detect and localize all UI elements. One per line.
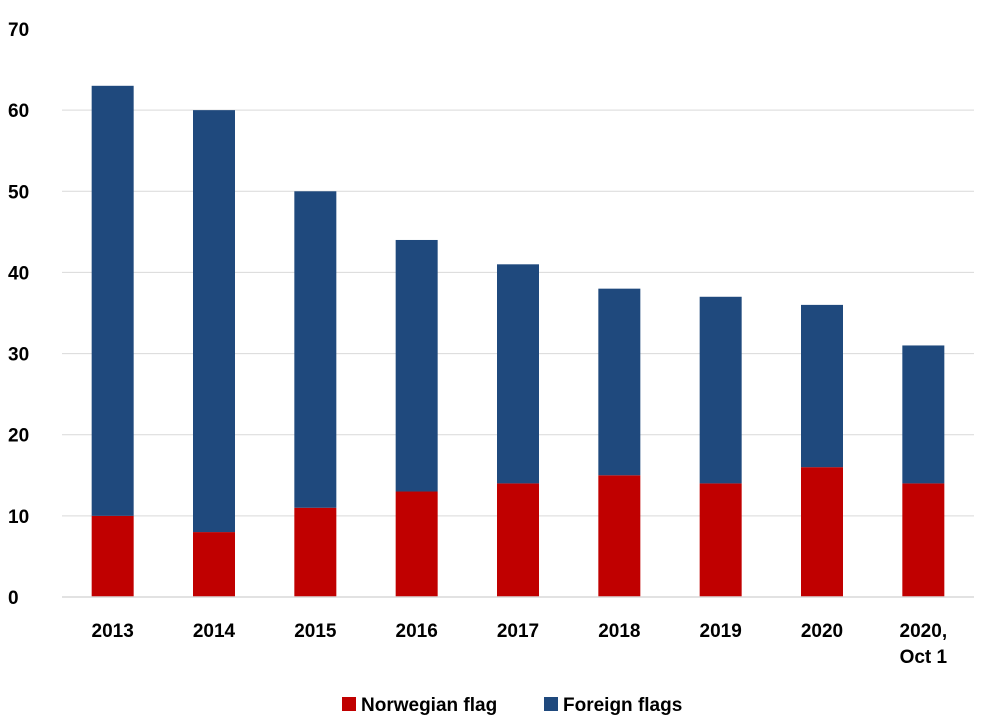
x-tick-label: 2015 [294, 621, 337, 642]
bar-foreign-flags [902, 345, 945, 484]
y-axis-tick-labels: 0 10 20 30 40 50 60 70 [8, 20, 29, 609]
bar-foreign-flags [395, 239, 438, 492]
bar-foreign-flags [699, 296, 742, 484]
y-tick-label: 10 [8, 507, 29, 528]
bar-foreign-flags [193, 110, 235, 533]
legend: Norwegian flag Foreign flags [342, 695, 682, 716]
bars [91, 85, 945, 597]
x-tick-label: 2014 [193, 621, 236, 642]
legend-swatch [342, 697, 356, 711]
bar-norwegian-flag [193, 532, 235, 597]
bar-norwegian-flag [91, 515, 134, 597]
y-tick-label: 60 [8, 101, 29, 122]
x-tick-label: 2016 [396, 621, 438, 642]
bar-norwegian-flag [801, 467, 843, 597]
bar-norwegian-flag [294, 507, 337, 597]
y-tick-label: 70 [8, 20, 29, 41]
x-tick-label: 2018 [598, 621, 640, 642]
x-tick-label: 2013 [92, 621, 134, 642]
x-tick-label: 2020, Oct 1 [900, 621, 948, 668]
legend-swatch [544, 697, 558, 711]
legend-label: Foreign flags [563, 695, 682, 716]
bar-norwegian-flag [395, 491, 438, 597]
y-tick-label: 20 [8, 426, 29, 447]
y-tick-label: 40 [8, 263, 29, 284]
legend-label: Norwegian flag [361, 695, 497, 716]
bar-norwegian-flag [699, 483, 742, 597]
bar-foreign-flags [598, 288, 641, 476]
bar-foreign-flags [801, 304, 843, 468]
x-tick-label: 2017 [497, 621, 539, 642]
y-tick-label: 0 [8, 588, 19, 609]
x-tick-label: 2019 [700, 621, 742, 642]
bar-norwegian-flag [497, 483, 539, 597]
bar-foreign-flags [497, 264, 539, 484]
y-tick-label: 50 [8, 182, 29, 203]
y-tick-label: 30 [8, 345, 29, 366]
x-tick-label: 2020 [801, 621, 843, 642]
bar-foreign-flags [294, 191, 337, 508]
x-axis-tick-labels: 2013 2014 2015 2016 2017 2018 2019 2020 2020, Oct… [92, 621, 948, 668]
bar-norwegian-flag [902, 483, 945, 597]
bar-foreign-flags [91, 85, 134, 516]
bar-norwegian-flag [598, 475, 641, 597]
